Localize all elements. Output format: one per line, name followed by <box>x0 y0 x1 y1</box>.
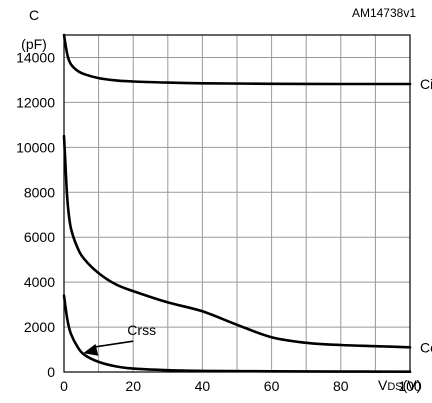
y-tick-label: 2000 <box>24 319 55 335</box>
series-line-crss <box>62 294 412 373</box>
x-axis-label: VDS(V) <box>378 377 421 393</box>
annotation-coss: Coss <box>420 339 432 355</box>
crss-arrow-shaft <box>93 340 134 348</box>
x-tick-labels: 0 20 40 60 80 100 <box>60 378 422 394</box>
x-tick-label: 80 <box>333 378 349 394</box>
x-axis-label-unit: (V) <box>403 377 422 393</box>
y-tick-label: 6000 <box>24 229 55 245</box>
series-line-ciss <box>62 33 412 86</box>
y-tick-label: 14000 <box>16 49 55 65</box>
x-tick-label: 20 <box>125 378 141 394</box>
crss-arrow-head <box>83 344 99 356</box>
x-tick-label: 0 <box>60 378 68 394</box>
y-tick-label: 12000 <box>16 94 55 110</box>
grid-lines <box>64 35 410 372</box>
y-axis-label-symbol: C <box>29 7 39 23</box>
y-tick-label: 10000 <box>16 139 55 155</box>
y-axis-label-unit: (pF) <box>21 36 47 52</box>
annotation-crss: Crss <box>127 322 156 338</box>
series-layer <box>62 33 412 373</box>
annotation-ciss: Ciss <box>420 76 432 92</box>
y-tick-label: 8000 <box>24 184 55 200</box>
x-tick-label: 40 <box>195 378 211 394</box>
x-axis-label-main: V <box>378 377 388 393</box>
y-tick-labels: 0 2000 4000 6000 8000 10000 12000 14000 <box>16 49 55 380</box>
x-axis-label-sub: DS <box>387 381 402 393</box>
series-line-coss <box>62 134 412 349</box>
y-tick-label: 4000 <box>24 274 55 290</box>
figure-id-label: AM14738v1 <box>352 6 416 20</box>
annotation-layer: Ciss Coss Crss <box>83 76 432 356</box>
y-tick-label: 0 <box>47 364 55 380</box>
x-tick-label: 60 <box>264 378 280 394</box>
x-tick-label: 100 <box>398 378 422 394</box>
